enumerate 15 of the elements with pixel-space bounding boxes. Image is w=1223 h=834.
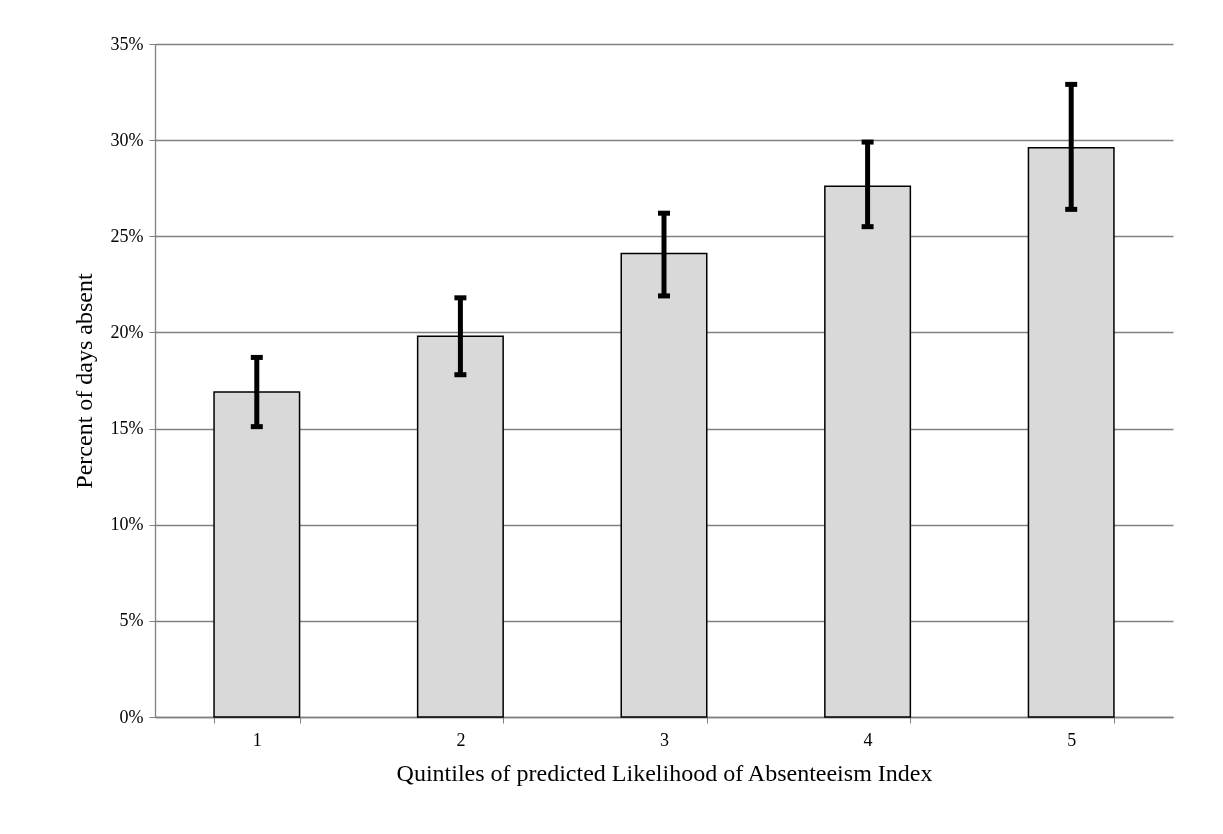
x-axis-title: Quintiles of predicted Likelihood of Absenteeism Index	[396, 759, 933, 786]
y-tick-label: 35%	[110, 33, 144, 54]
x-tick-label: 3	[660, 729, 669, 750]
x-tick-label: 2	[456, 729, 466, 750]
x-tick-label: 1	[252, 729, 262, 750]
y-tick-label: 5%	[119, 610, 144, 631]
x-tick-label: 4	[863, 729, 873, 750]
y-tick-label: 15%	[110, 418, 144, 439]
y-axis-title: Percent of days absent	[70, 273, 97, 489]
y-tick-label: 0%	[119, 706, 144, 727]
y-tick-label: 25%	[110, 225, 144, 246]
y-tick-label: 20%	[110, 321, 144, 342]
y-tick-label: 30%	[110, 129, 144, 150]
x-tick-label: 5	[1067, 729, 1077, 750]
y-tick-label: 10%	[110, 514, 144, 535]
